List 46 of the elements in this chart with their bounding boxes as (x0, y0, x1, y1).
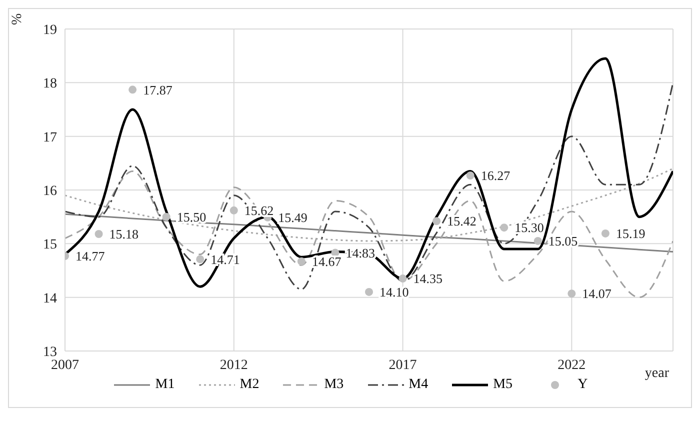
y-tick-label: 19 (43, 22, 57, 38)
data-label: 14.35 (413, 271, 443, 286)
data-label: 15.49 (278, 210, 308, 225)
y-tick-label: 14 (43, 291, 57, 306)
point (230, 206, 238, 214)
point (398, 274, 407, 283)
data-label: 15.19 (616, 226, 646, 242)
x-tick-label: 2017 (388, 358, 417, 373)
point (297, 257, 306, 266)
legend-label: M4 (408, 377, 428, 393)
point (601, 229, 610, 238)
x-tick-label: 2007 (51, 358, 79, 373)
point (534, 236, 542, 245)
data-label: 14.77 (76, 248, 106, 264)
point (432, 217, 441, 226)
y-tick-label: 17 (43, 130, 57, 146)
legend-label: M2 (240, 377, 260, 393)
point (500, 224, 508, 232)
data-label: 17.87 (143, 82, 173, 98)
point (162, 212, 170, 221)
data-label: 15.50 (176, 209, 206, 224)
legend-label: M3 (324, 377, 344, 393)
legend-label: M1 (155, 377, 175, 393)
y-tick-label: 18 (43, 76, 57, 92)
data-label: 14.07 (582, 286, 612, 302)
point (365, 288, 373, 296)
data-label: 15.42 (447, 214, 476, 229)
point (466, 172, 474, 180)
y-axis-title: % (10, 13, 25, 25)
point (196, 255, 204, 264)
y-tick-label: 15 (43, 238, 57, 253)
legend-label: M5 (493, 377, 513, 393)
y-tick-label: 13 (43, 344, 57, 360)
x-tick-label: 2012 (220, 358, 248, 373)
data-label: 16.27 (480, 168, 511, 184)
y-tick-label: 16 (43, 184, 57, 199)
data-label: 14.10 (380, 284, 409, 300)
legend-label: Y (578, 377, 588, 393)
data-label: 14.67 (312, 254, 342, 269)
point (568, 290, 576, 298)
x-tick-label: 2022 (558, 358, 586, 373)
point (94, 230, 103, 238)
point (128, 86, 137, 94)
data-label: 15.18 (109, 226, 139, 242)
line-series (65, 170, 673, 298)
x-axis-title: year (644, 366, 670, 381)
